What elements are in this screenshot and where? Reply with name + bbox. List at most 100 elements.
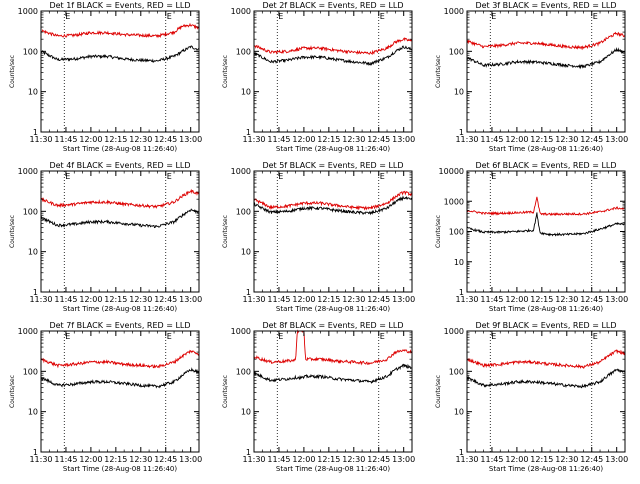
- panel-title: Det 7f BLACK = Events, RED = LLD: [49, 321, 190, 330]
- x-tick-label: 13:00: [179, 295, 202, 304]
- panel-title: Det 1f BLACK = Events, RED = LLD: [49, 1, 190, 10]
- x-axis-label: Start Time (28-Aug-08 11:26:40): [63, 465, 177, 473]
- x-tick-label: 11:45: [267, 295, 290, 304]
- y-tick-label: 1: [459, 448, 464, 457]
- x-tick-label: 13:00: [605, 295, 628, 304]
- x-tick-label: 12:00: [292, 135, 315, 144]
- x-tick-label: 11:30: [242, 455, 265, 464]
- x-tick-label: 11:45: [267, 135, 290, 144]
- x-tick-label: 11:30: [242, 135, 265, 144]
- x-tick-label: 12:30: [555, 135, 578, 144]
- panel-title: Det 6f BLACK = Events, RED = LLD: [475, 161, 616, 170]
- x-tick-label: 12:45: [367, 295, 390, 304]
- marker-label: E: [491, 172, 496, 181]
- y-axis-label: Counts/sec: [222, 375, 229, 408]
- x-tick-label: 12:00: [505, 135, 528, 144]
- y-axis-label: Counts/sec: [9, 215, 16, 248]
- series-lld-line: [253, 329, 412, 366]
- series-lld-line: [466, 349, 626, 369]
- series-lld-line: [466, 196, 625, 217]
- panel-title: Det 3f BLACK = Events, RED = LLD: [475, 1, 616, 10]
- marker-label: E: [278, 332, 283, 341]
- panel-1: Det 1f BLACK = Events, RED = LLD E E 1000 10…: [9, 1, 202, 153]
- y-tick-label: 1000: [444, 327, 464, 336]
- x-axis-label: Start Time (28-Aug-08 11:26:40): [276, 305, 390, 313]
- x-tick-label: 12:45: [367, 455, 390, 464]
- y-tick-label: 10: [241, 408, 251, 417]
- panel-title: Det 8f BLACK = Events, RED = LLD: [262, 321, 403, 330]
- panel-6: Det 6f BLACK = Events, RED = LLD E E 10000 1…: [435, 161, 628, 313]
- plot-frame: [253, 330, 413, 453]
- panel-4: Det 4f BLACK = Events, RED = LLD E E 1000 10…: [9, 161, 202, 313]
- marker-label: E: [491, 332, 496, 341]
- plot-frame: [253, 170, 413, 293]
- x-tick-label: 12:45: [154, 295, 177, 304]
- x-tick-label: 11:45: [480, 135, 503, 144]
- x-tick-label: 12:45: [580, 455, 603, 464]
- y-tick-label: 10000: [439, 167, 464, 176]
- x-axis-label: Start Time (28-Aug-08 11:26:40): [489, 145, 603, 153]
- x-tick-label: 11:45: [54, 295, 77, 304]
- y-axis-label: Counts/sec: [222, 55, 229, 88]
- x-tick-label: 12:15: [104, 455, 127, 464]
- y-tick-label: 1: [459, 288, 464, 297]
- marker-label: E: [65, 172, 70, 181]
- x-tick-label: 11:30: [455, 295, 478, 304]
- panel-title: Det 2f BLACK = Events, RED = LLD: [262, 1, 403, 10]
- x-tick-label: 12:30: [129, 455, 152, 464]
- x-tick-label: 13:00: [179, 135, 202, 144]
- plot-frame: [40, 330, 200, 453]
- x-tick-label: 13:00: [392, 135, 415, 144]
- y-tick-label: 100: [236, 207, 251, 216]
- series-events-line: [253, 363, 413, 384]
- series-events-line: [40, 45, 200, 63]
- series-lld-line: [40, 349, 200, 369]
- series-events-line: [466, 368, 626, 389]
- y-tick-label: 1000: [18, 7, 38, 16]
- x-axis-label: Start Time (28-Aug-08 11:26:40): [63, 145, 177, 153]
- y-tick-label: 1: [33, 288, 38, 297]
- y-tick-label: 100: [449, 47, 464, 56]
- x-tick-label: 13:00: [605, 135, 628, 144]
- x-tick-label: 11:45: [480, 455, 503, 464]
- x-tick-label: 11:45: [54, 455, 77, 464]
- y-tick-label: 1: [459, 128, 464, 137]
- x-tick-label: 12:45: [580, 135, 603, 144]
- y-tick-label: 1: [246, 128, 251, 137]
- x-tick-label: 12:45: [154, 135, 177, 144]
- y-tick-label: 1000: [231, 327, 251, 336]
- y-tick-label: 100: [23, 367, 38, 376]
- series-events-line: [253, 195, 413, 216]
- x-tick-label: 11:30: [242, 295, 265, 304]
- x-tick-label: 13:00: [392, 295, 415, 304]
- y-tick-label: 10: [241, 88, 251, 97]
- panel-title: Det 9f BLACK = Events, RED = LLD: [475, 321, 616, 330]
- marker-label: E: [380, 332, 385, 341]
- y-tick-label: 10: [454, 408, 464, 417]
- x-tick-label: 13:00: [179, 455, 202, 464]
- y-tick-label: 1000: [18, 327, 38, 336]
- marker-label: E: [380, 172, 385, 181]
- x-tick-label: 12:45: [580, 295, 603, 304]
- series-events-line: [40, 208, 200, 229]
- x-tick-label: 12:15: [317, 135, 340, 144]
- x-axis-label: Start Time (28-Aug-08 11:26:40): [276, 145, 390, 153]
- y-tick-label: 10: [28, 88, 38, 97]
- x-tick-label: 12:00: [505, 455, 528, 464]
- y-tick-label: 10: [241, 248, 251, 257]
- x-tick-label: 12:30: [129, 135, 152, 144]
- x-tick-label: 12:15: [317, 295, 340, 304]
- y-tick-label: 10: [454, 88, 464, 97]
- series-lld-line: [40, 188, 200, 209]
- x-tick-label: 12:15: [530, 135, 553, 144]
- x-tick-label: 12:30: [342, 455, 365, 464]
- series-lld-line: [253, 190, 413, 211]
- series-events-line: [466, 212, 626, 237]
- x-tick-label: 13:00: [392, 455, 415, 464]
- x-tick-label: 11:30: [455, 135, 478, 144]
- y-tick-label: 100: [449, 367, 464, 376]
- series-events-line: [40, 367, 200, 389]
- x-tick-label: 12:15: [530, 455, 553, 464]
- x-tick-label: 12:30: [555, 455, 578, 464]
- panel-9: Det 9f BLACK = Events, RED = LLD E E 1000 10…: [435, 321, 628, 473]
